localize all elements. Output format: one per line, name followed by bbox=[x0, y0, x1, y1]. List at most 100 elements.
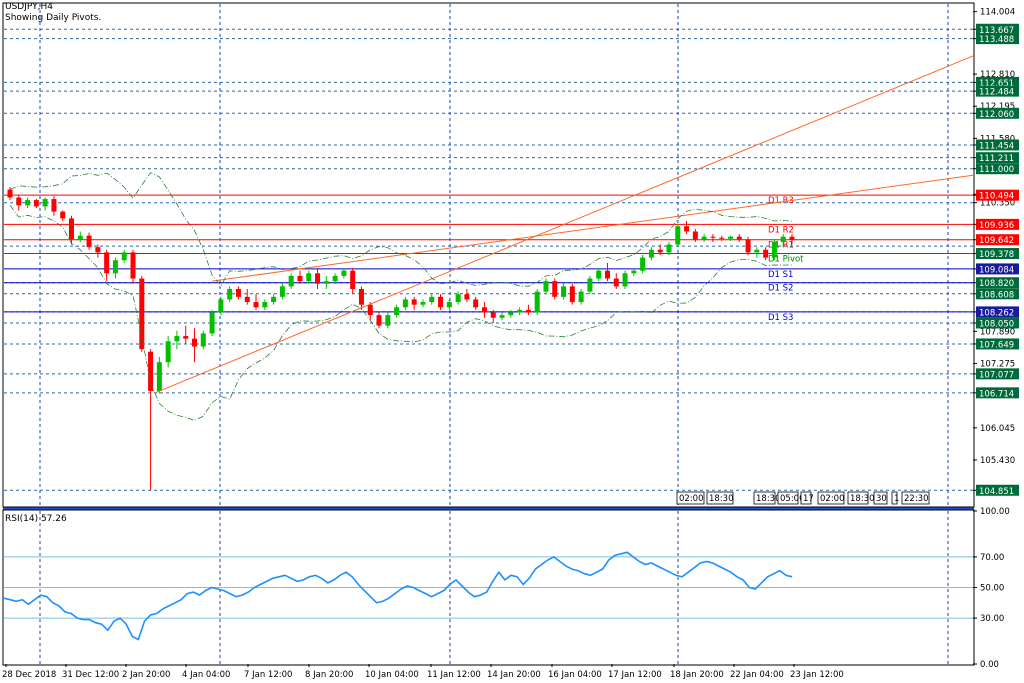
time-axis-label: 10 Jan 04:00 bbox=[365, 670, 419, 680]
channel-line bbox=[154, 55, 974, 394]
price-tag-label: 107.077 bbox=[979, 370, 1014, 380]
time-tag bbox=[901, 491, 930, 505]
candle-body bbox=[789, 236, 795, 240]
price-tag-label: 108.262 bbox=[979, 308, 1014, 318]
candle-body bbox=[244, 296, 250, 303]
candle-body bbox=[60, 211, 66, 219]
candle-body bbox=[51, 199, 57, 212]
price-tag bbox=[976, 163, 1019, 175]
time-axis-label: 11 Jan 12:00 bbox=[427, 670, 481, 680]
price-tag-label: 109.084 bbox=[979, 265, 1014, 275]
candle-body bbox=[341, 270, 347, 276]
pivot-label: D1 S1 bbox=[768, 270, 793, 280]
price-tag bbox=[976, 234, 1019, 246]
candle-body bbox=[657, 249, 663, 253]
price-tag bbox=[976, 139, 1019, 151]
price-tag bbox=[976, 152, 1019, 164]
candle-body bbox=[473, 299, 479, 308]
time-tag bbox=[753, 491, 776, 505]
candle-body bbox=[306, 273, 312, 282]
price-tag bbox=[976, 107, 1019, 119]
candle-body bbox=[165, 341, 171, 363]
candle-body bbox=[552, 281, 558, 297]
indicator-caption: Showing Daily Pivots. bbox=[5, 13, 102, 23]
candle-body bbox=[666, 244, 672, 253]
candle-body bbox=[438, 296, 444, 308]
time-tag-label: 18:30 bbox=[850, 494, 875, 504]
price-tag bbox=[976, 76, 1019, 88]
chart-symbol: USDJPY,H4 bbox=[5, 2, 53, 12]
time-tag bbox=[800, 491, 812, 505]
candle-body bbox=[7, 189, 13, 198]
candle-body bbox=[481, 307, 487, 313]
time-axis-label: 16 Jan 04:00 bbox=[548, 670, 602, 680]
candle-body bbox=[77, 235, 83, 240]
candle-body bbox=[596, 270, 602, 279]
candle-body bbox=[262, 302, 268, 308]
time-tag-label: 17 bbox=[803, 494, 814, 504]
price-tag-label: 108.608 bbox=[979, 290, 1014, 300]
price-tag-label: 111.454 bbox=[979, 141, 1014, 151]
candle-body bbox=[604, 270, 610, 279]
time-axis-label: 2 Jan 20:00 bbox=[122, 670, 170, 680]
price-tag bbox=[976, 33, 1019, 45]
candle-body bbox=[517, 309, 523, 313]
candle-body bbox=[561, 286, 567, 297]
price-tag bbox=[976, 338, 1019, 350]
time-tag bbox=[817, 491, 845, 505]
price-tag bbox=[976, 306, 1019, 318]
candle-body bbox=[455, 294, 461, 303]
candle-body bbox=[745, 239, 751, 253]
candle-body bbox=[640, 257, 646, 271]
candle-body bbox=[332, 275, 338, 282]
price-tag bbox=[976, 263, 1019, 275]
candle-body bbox=[684, 226, 690, 232]
rsi-tick-label: 50.00 bbox=[980, 584, 1004, 594]
candle-body bbox=[227, 288, 233, 300]
time-axis-label: 4 Jan 04:00 bbox=[182, 670, 230, 680]
pivot-label: D1 R3 bbox=[768, 196, 794, 206]
price-tag bbox=[976, 218, 1019, 230]
price-tag bbox=[976, 484, 1019, 496]
candle-body bbox=[578, 291, 584, 303]
envelope-line bbox=[9, 172, 793, 287]
candle-body bbox=[710, 236, 716, 238]
candle-body bbox=[16, 197, 22, 206]
price-tag-label: 108.820 bbox=[979, 279, 1014, 289]
time-tag-label: 02:00 bbox=[820, 494, 845, 504]
candle-body bbox=[525, 309, 531, 313]
candle-body bbox=[587, 278, 593, 292]
price-tag-label: 111.211 bbox=[979, 154, 1014, 164]
candle-body bbox=[235, 288, 241, 297]
pivot-label: D1 Pivot bbox=[768, 255, 804, 265]
candle-body bbox=[675, 226, 681, 245]
candle-body bbox=[780, 236, 786, 242]
candle-body bbox=[174, 336, 180, 342]
price-tag bbox=[976, 85, 1019, 97]
price-tag-label: 109.936 bbox=[979, 221, 1014, 231]
candle-body bbox=[297, 275, 303, 282]
candle-body bbox=[499, 315, 505, 318]
time-tag bbox=[676, 491, 705, 505]
price-tag-label: 106.714 bbox=[979, 389, 1014, 399]
price-tick-label: 107.890 bbox=[980, 327, 1015, 337]
candle-body bbox=[613, 278, 619, 287]
price-tag-label: 107.649 bbox=[979, 340, 1014, 350]
rsi-tick-label: 0.00 bbox=[980, 660, 999, 670]
candle-body bbox=[95, 247, 101, 253]
time-axis-label: 14 Jan 20:00 bbox=[487, 670, 541, 680]
time-axis-label: 22 Jan 04:00 bbox=[730, 670, 784, 680]
candle-body bbox=[736, 236, 742, 240]
candle-body bbox=[104, 252, 110, 274]
candle-body bbox=[701, 236, 707, 240]
candle-body bbox=[771, 241, 777, 258]
price-tag-label: 111.000 bbox=[979, 165, 1014, 175]
time-axis-label: 7 Jan 12:00 bbox=[244, 670, 292, 680]
price-tag bbox=[976, 189, 1019, 201]
price-tag-label: 112.484 bbox=[979, 88, 1014, 98]
pivot-label: D1 S2 bbox=[768, 284, 793, 294]
candle-body bbox=[631, 270, 637, 274]
candle-body bbox=[719, 237, 725, 239]
candle-body bbox=[192, 338, 198, 347]
